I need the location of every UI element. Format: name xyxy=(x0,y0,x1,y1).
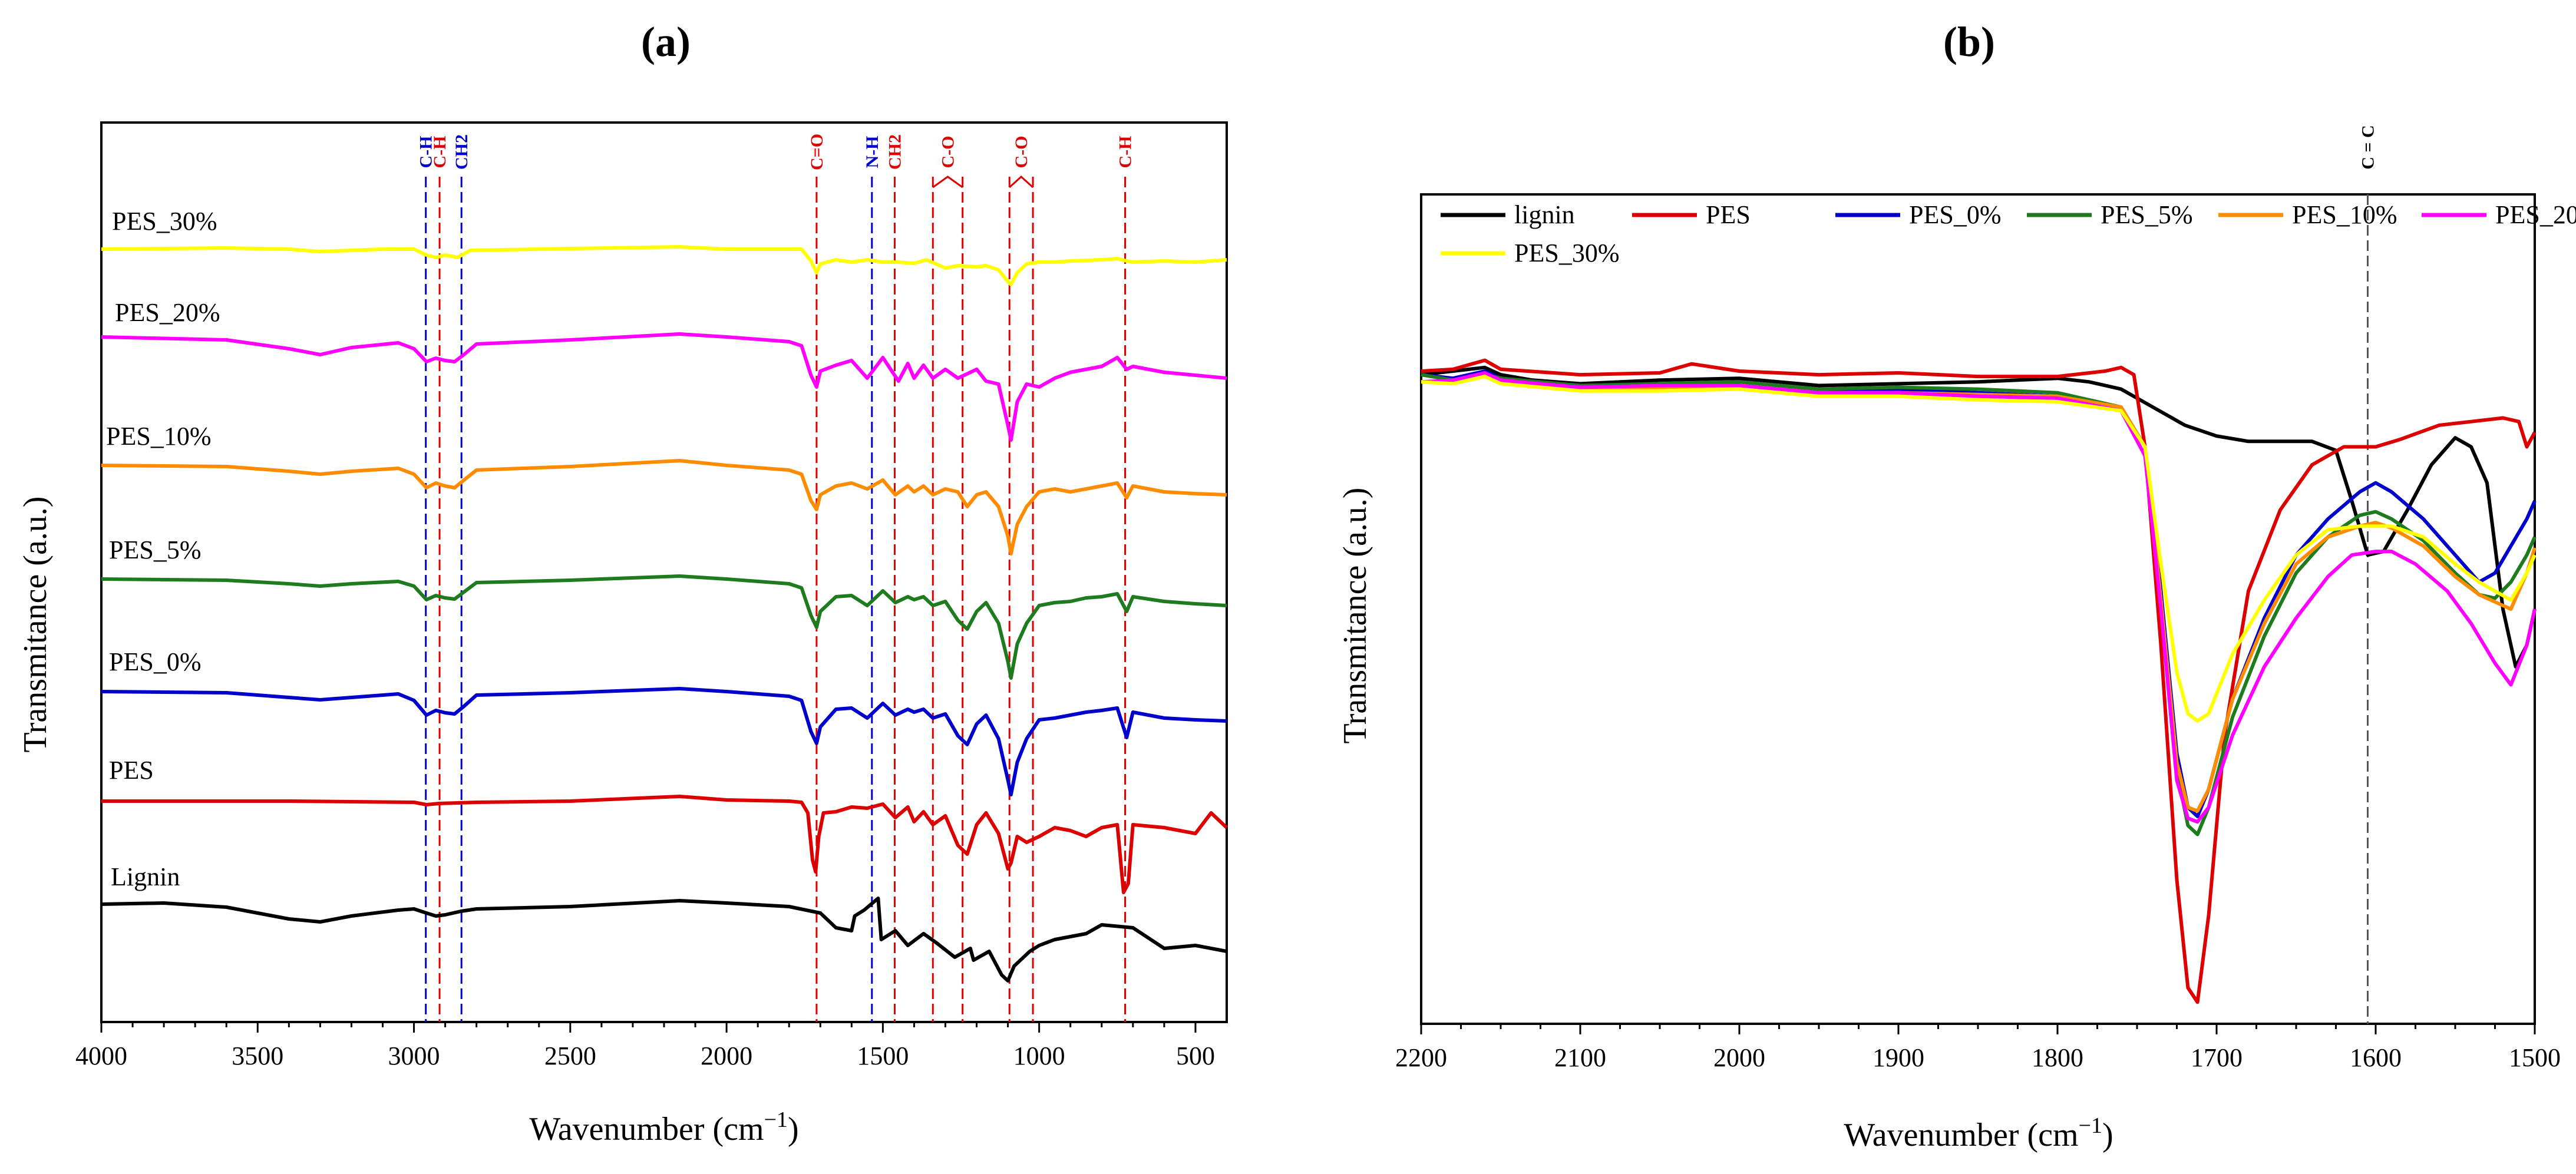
spectrum-pes-10 xyxy=(101,459,1227,555)
series-label-pes-5: PES_5% xyxy=(109,535,201,564)
x-tick-label-2500: 2500 xyxy=(544,1041,596,1070)
zoom-x-tick-label-2200: 2200 xyxy=(1395,1043,1447,1072)
x-tick-label-1500: 1500 xyxy=(857,1041,909,1070)
zoom-spectrum-pes-20 xyxy=(1421,371,2537,824)
band-group-bracket-1 xyxy=(1009,175,1034,188)
panel-b-x-axis-title: Wavenumber (cm−1) xyxy=(1844,1113,2113,1153)
legend-label-lignin: lignin xyxy=(1514,200,1575,229)
panel-b: (b) C = C lignin PES PES_0% PES_5% PES_10% PE… xyxy=(1337,18,2576,1153)
band-group-bracket-0 xyxy=(932,176,963,188)
panel-a-y-axis-title: Transmitance (a.u.) xyxy=(17,497,54,753)
zoom-x-tick-label-1600: 1600 xyxy=(2350,1043,2402,1072)
cc-marker-label: C = C xyxy=(2359,125,2378,169)
x-tick-label-3000: 3000 xyxy=(388,1041,440,1070)
zoom-x-tick-label-1500: 1500 xyxy=(2509,1043,2561,1072)
panel-a-plot-frame xyxy=(100,121,1228,1023)
legend-label-pes-10: PES_10% xyxy=(2292,200,2397,229)
panel-b-cc-marker: C = C xyxy=(2359,125,2378,1024)
zoom-x-tick-label-2100: 2100 xyxy=(1554,1043,1606,1072)
x-tick-label-500: 500 xyxy=(1176,1041,1215,1070)
band-label-c-h-10: C-H xyxy=(1116,136,1135,168)
panel-a-x-axis-title: Wavenumber (cm−1) xyxy=(529,1107,798,1147)
series-label-pes-0: PES_0% xyxy=(109,647,201,676)
x-tick-label-2000: 2000 xyxy=(701,1041,752,1070)
panel-a-series-labels: PES_30% PES_20% PES_10% PES_5% PES_0% PES Lign… xyxy=(106,207,220,891)
spectrum-pes-5 xyxy=(101,574,1227,680)
legend-label-pes: PES xyxy=(1706,200,1751,229)
legend-label-pes-20: PES_20% xyxy=(2495,200,2576,229)
zoom-x-tick-label-1700: 1700 xyxy=(2191,1043,2243,1072)
band-label-n-h-4: N-H xyxy=(863,136,882,168)
spectrum-pes-20 xyxy=(101,332,1227,442)
series-label-pes-20: PES_20% xyxy=(115,298,220,327)
panel-a-label: (a) xyxy=(641,18,691,65)
x-tick-label-4000: 4000 xyxy=(75,1041,127,1070)
x-tick-label-3500: 3500 xyxy=(232,1041,283,1070)
band-label-c-o-3: C=O xyxy=(807,134,827,170)
legend-label-pes-0: PES_0% xyxy=(1909,200,2001,229)
series-label-lignin: Lignin xyxy=(111,862,180,891)
band-label-c-h-1: C-H xyxy=(430,136,450,168)
band-label-ch2-5: CH2 xyxy=(886,134,905,170)
panel-b-label: (b) xyxy=(1943,18,1995,65)
panel-a-x-axis: 4000 3500 3000 2500 2000 1500 1000 500 xyxy=(75,1022,1215,1070)
band-group-label-1: C-O xyxy=(1012,136,1031,168)
legend-label-pes-5: PES_5% xyxy=(2101,200,2192,229)
panel-b-x-axis: 2200 2100 2000 1900 1800 1700 1600 1500 xyxy=(1395,1024,2561,1072)
spectrum-pes xyxy=(101,795,1228,894)
panel-a-series xyxy=(101,245,1228,983)
panel-b-legend: lignin PES PES_0% PES_5% PES_10% PES_20% PES_3… xyxy=(1441,200,2576,267)
x-tick-label-1000: 1000 xyxy=(1013,1041,1065,1070)
zoom-spectrum-pes xyxy=(1421,358,2537,1004)
band-group-label-0: C-O xyxy=(938,136,957,168)
zoom-x-tick-label-2000: 2000 xyxy=(1713,1043,1765,1072)
panel-b-series xyxy=(1421,358,2537,1004)
panel-a-band-markers: C-HC-H CH2 C=O N-H CH2 C-HC-O C-O xyxy=(417,134,1135,1022)
zoom-spectrum-pes-5 xyxy=(1421,373,2537,836)
series-label-pes-10: PES_10% xyxy=(106,422,211,451)
spectrum-lignin xyxy=(101,897,1227,983)
zoom-x-tick-label-1800: 1800 xyxy=(2032,1043,2083,1072)
series-label-pes-30: PES_30% xyxy=(112,207,217,236)
spectrum-pes-30 xyxy=(101,245,1227,286)
zoom-spectrum-pes-30 xyxy=(1421,375,2537,723)
zoom-spectrum-lignin xyxy=(1421,365,2537,669)
zoom-x-tick-label-1900: 1900 xyxy=(1872,1043,1924,1072)
legend-label-pes-30: PES_30% xyxy=(1514,239,1619,267)
panel-b-y-axis-title: Transmitance (a.u.) xyxy=(1337,488,1373,744)
band-label-c-h-0: C-H xyxy=(417,136,436,168)
series-label-pes: PES xyxy=(109,756,154,785)
band-label-ch2-2: CH2 xyxy=(452,134,471,170)
panel-a: (a) C-HC-H CH2 C=O N-H CH2 C-HC-O C-O PES_30%P… xyxy=(17,18,1228,1147)
spectrum-pes-0 xyxy=(101,687,1227,796)
